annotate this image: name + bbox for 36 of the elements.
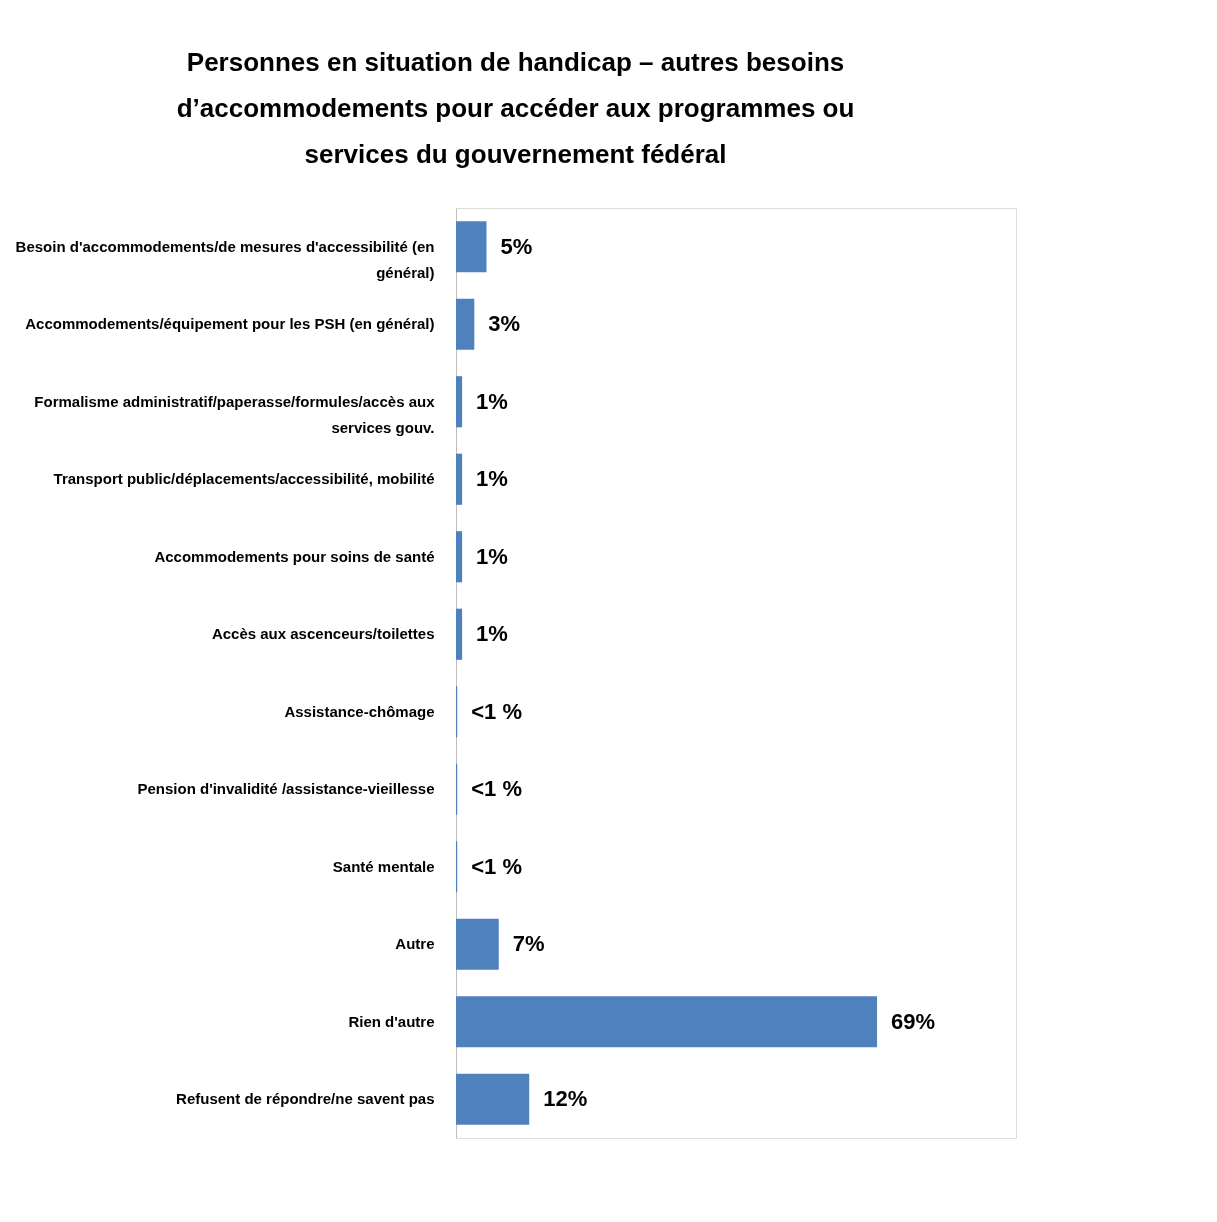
y-tick-label: Refusent de répondre/ne savent pas <box>176 1090 435 1108</box>
text: services du gouvernement fédéral <box>304 139 727 169</box>
y-tick-label: Transport public/déplacements/accessibilité, mobilité <box>53 470 435 488</box>
bar <box>456 376 463 428</box>
y-tick-label: Assistance-chômage <box>284 702 435 720</box>
text: Personnes en situation de handicap – autres besoins <box>186 47 845 77</box>
bar <box>456 996 878 1048</box>
bar <box>456 453 463 505</box>
data-label: 1% <box>476 621 508 647</box>
y-tick-label: Accommodements pour soins de santé <box>154 547 435 565</box>
y-tick-label: Formalisme administratif/paperasse/formules/accès aux services gouv. <box>34 392 436 436</box>
bar <box>456 531 463 583</box>
y-tick-label: Accès aux ascenceurs/toilettes <box>211 625 435 643</box>
bar <box>456 298 475 350</box>
data-label: 3% <box>488 311 521 337</box>
data-label: 1% <box>476 388 508 414</box>
y-tick-label: Santé mentale <box>332 857 435 875</box>
data-label: <1 % <box>471 776 522 802</box>
data-label: 5% <box>500 233 533 259</box>
data-label: 1% <box>476 466 508 492</box>
bar <box>456 1073 530 1125</box>
y-tick-label: Pension d'invalidité /assistance-vieillesse <box>137 780 435 798</box>
y-tick-label: Autre <box>395 935 435 953</box>
y-tick-label: Rien d'autre <box>348 1012 435 1030</box>
data-label: 7% <box>512 931 545 957</box>
bar <box>456 608 463 660</box>
bar <box>456 918 499 970</box>
data-label: 69% <box>891 1008 936 1034</box>
data-label: <1 % <box>471 698 522 724</box>
bar <box>456 221 487 273</box>
text: d’accommodements pour accéder aux programmes ou <box>176 93 855 123</box>
data-label: 12% <box>543 1086 588 1112</box>
data-label: 1% <box>476 543 508 569</box>
y-tick-label: Accommodements/équipement pour les PSH (en général) <box>25 315 435 333</box>
data-label: <1 % <box>471 853 522 879</box>
y-tick-label: Besoin d'accommodements/de mesures d'accessibilité (en général) <box>15 237 435 281</box>
